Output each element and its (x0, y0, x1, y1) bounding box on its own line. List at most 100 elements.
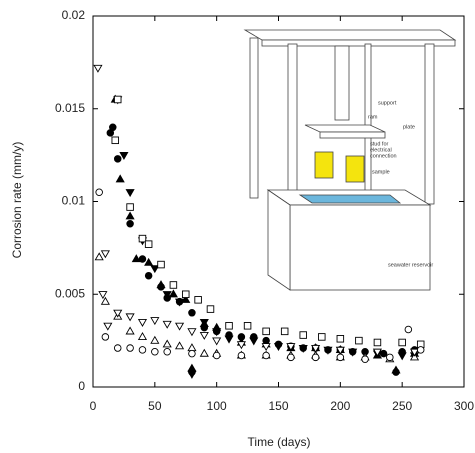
data-point (113, 309, 123, 318)
column (249, 37, 259, 199)
data-point (188, 309, 196, 317)
top-beam (243, 29, 457, 41)
data-point (280, 327, 289, 336)
sample (314, 151, 334, 179)
data-point (125, 313, 135, 322)
data-point (416, 346, 425, 354)
data-point (138, 234, 147, 243)
data-point (199, 318, 209, 327)
data-point (194, 296, 202, 304)
data-point (237, 351, 246, 360)
data-point (398, 338, 406, 347)
data-point (379, 349, 388, 358)
data-point (298, 344, 308, 353)
apparatus-diagram (243, 29, 457, 291)
data-point (115, 174, 125, 183)
data-point (224, 335, 234, 344)
data-point (361, 355, 369, 363)
data-point (126, 220, 134, 228)
data-point (138, 255, 147, 263)
water (298, 194, 402, 204)
diagram-label: plate (403, 124, 415, 130)
data-point (206, 305, 215, 313)
data-point (174, 341, 185, 350)
data-point (98, 291, 108, 300)
data-point (372, 348, 383, 357)
diagram-label: ram (368, 114, 378, 120)
x-axis-label: Time (days) (248, 435, 311, 449)
x-tick-label: 100 (207, 399, 227, 413)
diagram-label: stud for (370, 141, 389, 147)
data-point (113, 344, 122, 352)
data-point (138, 346, 147, 354)
data-point (287, 353, 295, 362)
diagram-label: support (378, 100, 397, 106)
data-point (187, 328, 197, 337)
y-tick-label: 0 (78, 379, 85, 393)
data-point (94, 252, 104, 261)
data-point (137, 332, 148, 341)
data-point (373, 338, 382, 347)
y-tick-label: 0.01 (62, 194, 86, 208)
data-point (225, 322, 233, 330)
x-tick-label: 150 (268, 399, 288, 413)
plate (304, 124, 386, 133)
data-point (125, 326, 135, 335)
reservoir-front (289, 204, 431, 291)
x-tick-label: 0 (90, 399, 97, 413)
data-point (187, 370, 197, 379)
data-point (131, 254, 141, 263)
diagram-label: sample (372, 169, 390, 175)
data-point (386, 353, 394, 362)
data-point (335, 346, 345, 355)
data-point (95, 188, 103, 196)
data-point (125, 211, 135, 220)
y-tick-label: 0.02 (62, 8, 86, 22)
data-point (336, 335, 345, 343)
data-point (109, 123, 117, 132)
data-point (113, 95, 122, 104)
plate-front (319, 131, 386, 139)
sample (345, 155, 365, 183)
data-point (157, 260, 165, 269)
data-point (273, 343, 284, 352)
data-point (144, 271, 153, 280)
data-point (409, 348, 420, 357)
data-point (348, 348, 358, 357)
data-point (103, 322, 113, 331)
x-tick-label: 200 (330, 399, 350, 413)
y-tick-label: 0.005 (55, 286, 85, 300)
reservoir-side (267, 189, 291, 291)
data-point (174, 322, 185, 331)
data-point (323, 346, 333, 355)
data-point (212, 351, 221, 360)
data-point (181, 294, 191, 303)
data-point (100, 296, 110, 305)
data-point (318, 333, 326, 341)
column (287, 43, 298, 205)
data-point (243, 322, 252, 330)
data-point (144, 257, 154, 266)
data-point (100, 250, 110, 259)
data-point (125, 189, 135, 198)
data-point (236, 341, 246, 350)
data-point (199, 331, 209, 340)
y-tick-label: 0.015 (55, 101, 85, 115)
data-point (299, 331, 307, 339)
data-point (119, 152, 129, 160)
data-point (162, 320, 172, 329)
data-point (156, 280, 166, 289)
data-point (404, 325, 413, 334)
data-point (150, 265, 160, 274)
diagram-label: connection (370, 153, 397, 159)
data-point (137, 318, 148, 327)
ram (334, 45, 350, 121)
data-point (111, 136, 120, 145)
data-point (212, 328, 222, 337)
data-point (150, 335, 160, 344)
x-tick-label: 250 (392, 399, 412, 413)
data-point (144, 240, 153, 248)
data-point (261, 343, 271, 352)
data-point (168, 289, 178, 298)
